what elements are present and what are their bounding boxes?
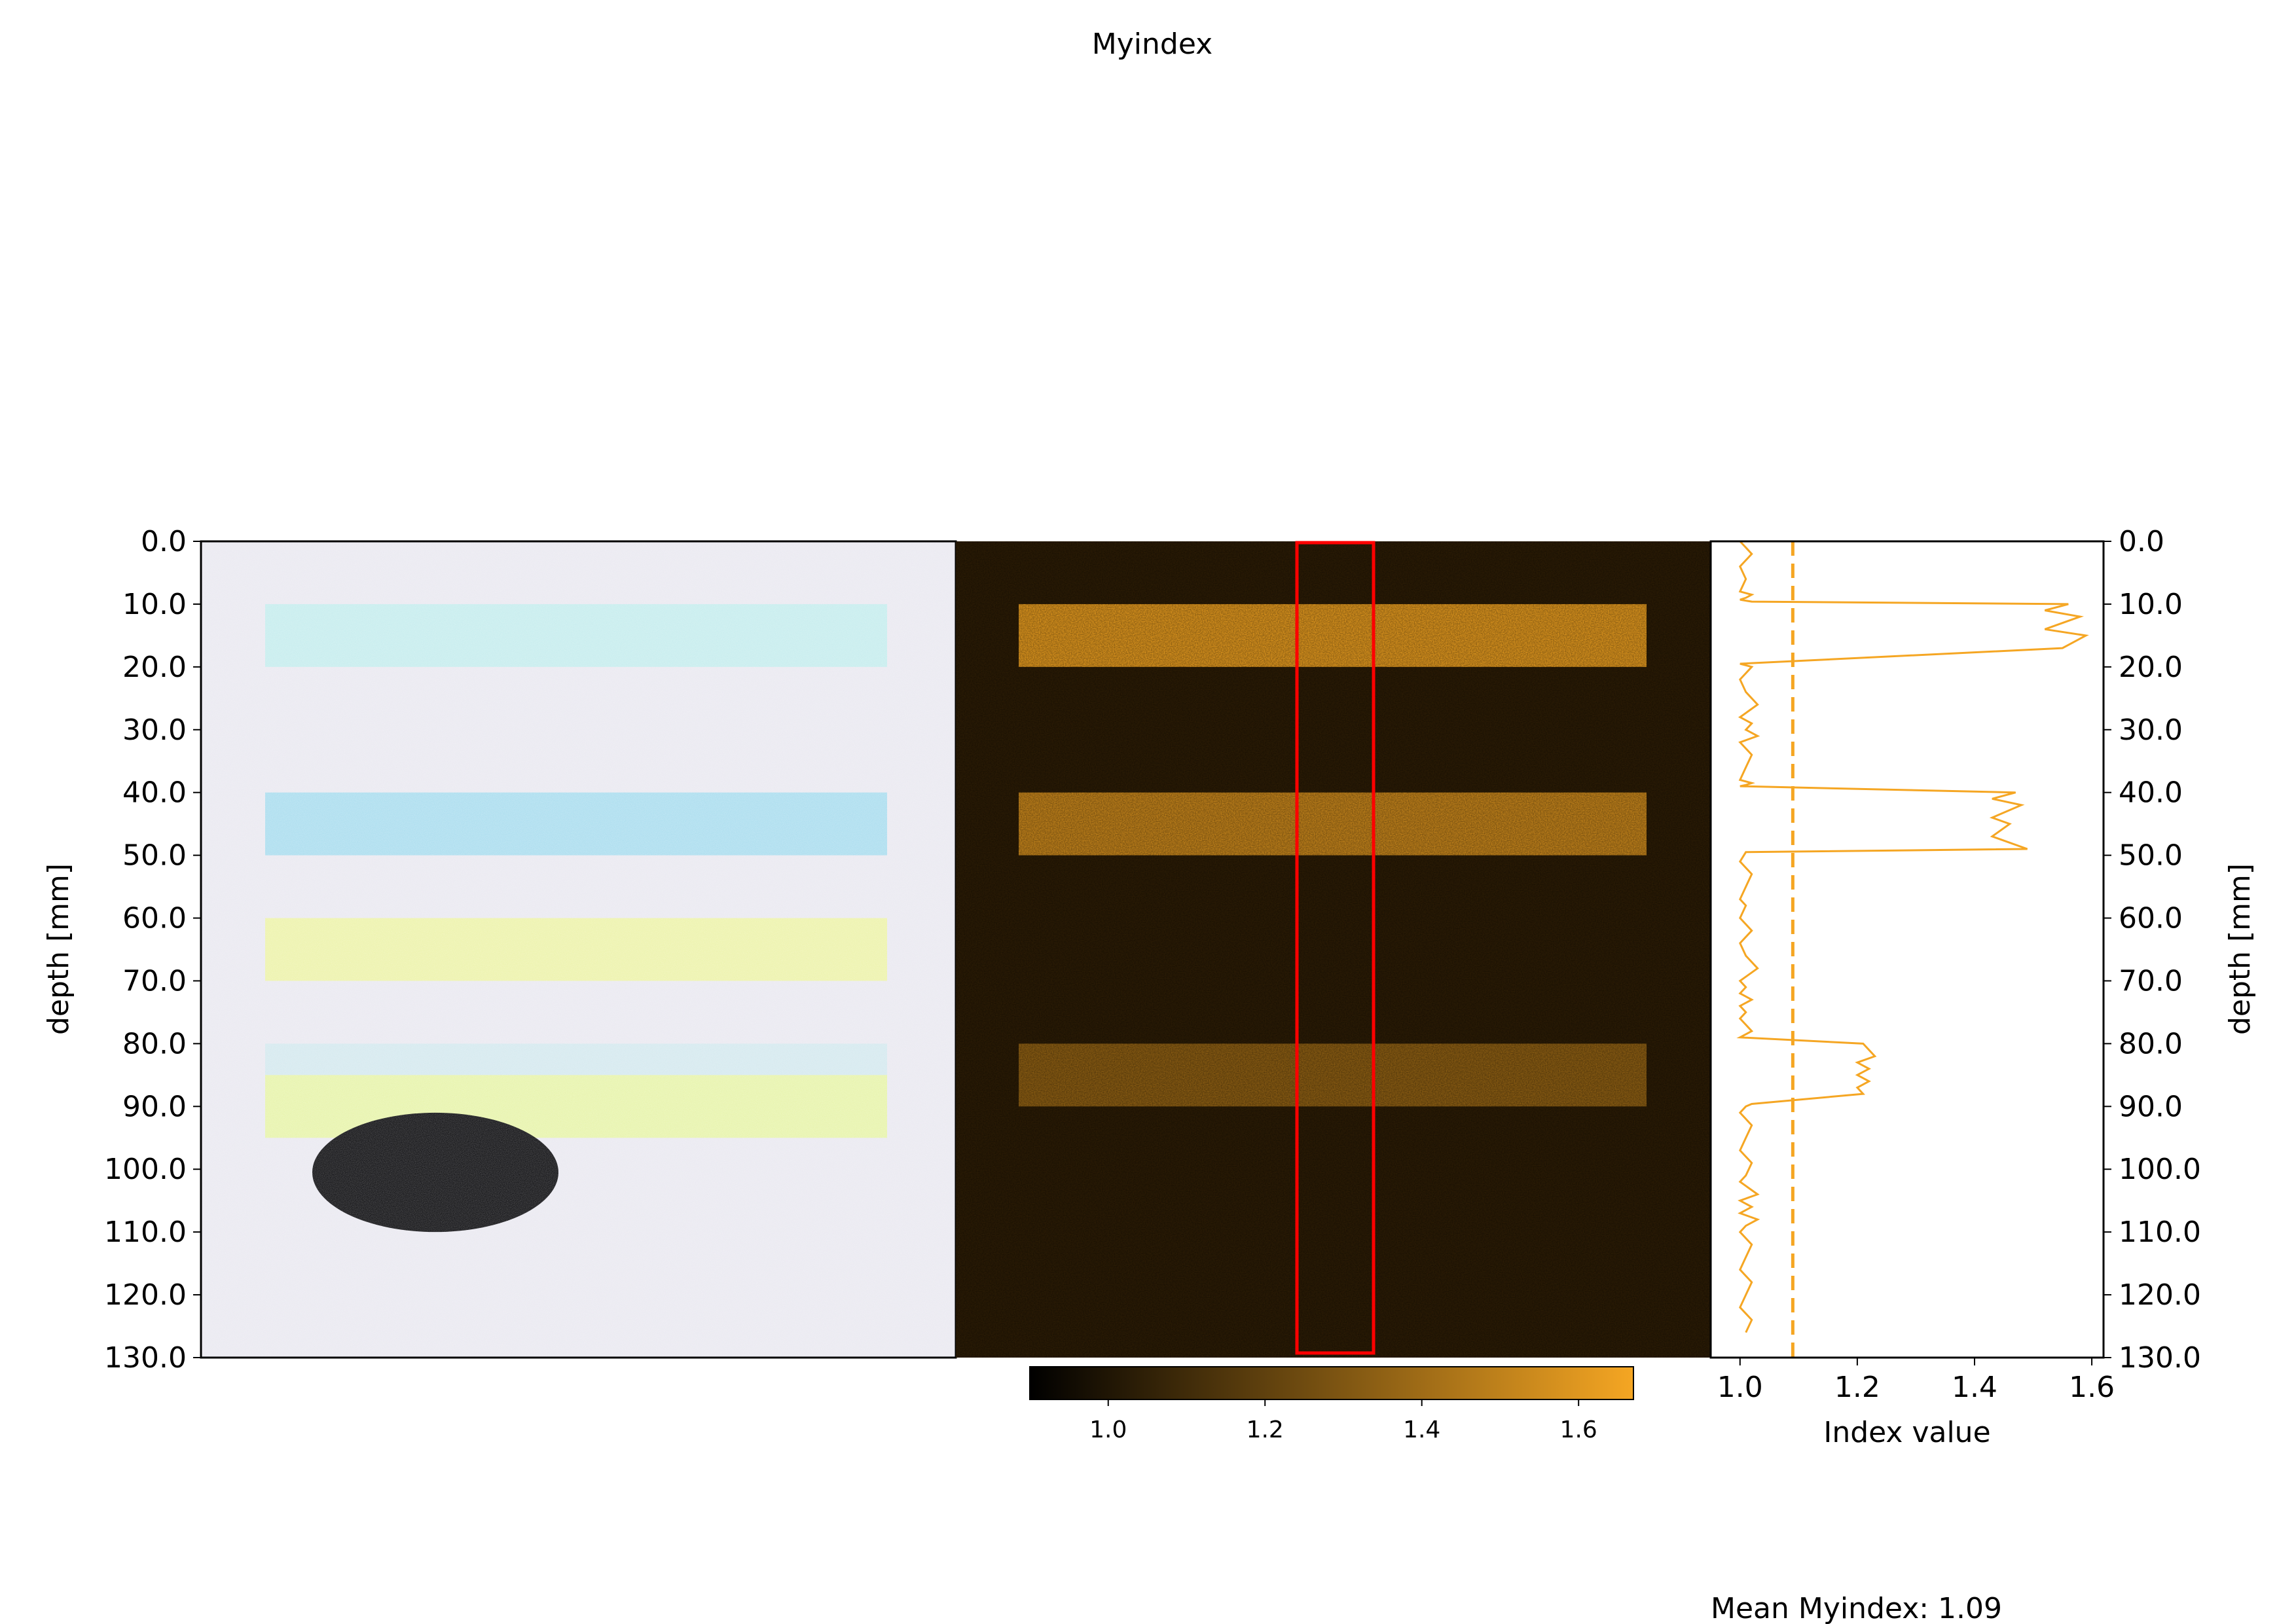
- right-y-tick-label: 100.0: [2119, 1153, 2201, 1186]
- right-y-axis: 0.0 10.0 20.0 30.0 40.0 50.0 60.0 70.0 80.0 90.0 1…: [2104, 525, 2201, 1375]
- right-y-tick-label: 50.0: [2119, 839, 2183, 873]
- selection-rectangle[interactable]: [1295, 541, 1376, 1355]
- colorbar-tick-label: 1.0: [1089, 1416, 1127, 1443]
- colorbar-tick-label: 1.6: [1560, 1416, 1597, 1443]
- right-y-tick-label: 40.0: [2119, 776, 2183, 810]
- mean-annotation: Mean Myindex: 1.09: [1711, 1592, 2002, 1624]
- left-y-tick-label: 130.0: [104, 1341, 187, 1375]
- right-y-tick-label: 10.0: [2119, 588, 2183, 621]
- left-y-axis: 0.0 10.0 20.0 30.0 40.0 50.0 60.0 70.0 80.0 90.0 1…: [104, 525, 201, 1375]
- left-y-tick-label: 70.0: [122, 964, 187, 998]
- left-y-tick-label: 120.0: [104, 1278, 187, 1312]
- colorbar-tick-label: 1.4: [1403, 1416, 1440, 1443]
- colorbar-gradient: [1029, 1366, 1634, 1400]
- profile-x-tick-label: 1.0: [1717, 1371, 1763, 1404]
- figure-title: Myindex: [1092, 27, 1212, 61]
- profile-series-line: [1736, 540, 2089, 1333]
- profile-x-tick-label: 1.4: [1952, 1371, 1997, 1404]
- rgb-image-panel: [200, 540, 957, 1359]
- left-y-tick-label: 40.0: [122, 776, 187, 810]
- left-y-tick-label: 110.0: [104, 1216, 187, 1249]
- right-y-tick-label: 30.0: [2119, 713, 2183, 747]
- right-y-tick-label: 120.0: [2119, 1278, 2201, 1312]
- profile-x-axis-label: Index value: [1823, 1416, 1990, 1449]
- right-y-tick-label: 110.0: [2119, 1216, 2201, 1249]
- right-y-tick-label: 70.0: [2119, 964, 2183, 998]
- colorbar: 1.0 1.2 1.4 1.6: [1029, 1366, 1634, 1443]
- right-y-tick-label: 80.0: [2119, 1027, 2183, 1060]
- left-y-tick-label: 90.0: [122, 1090, 187, 1123]
- profile-frame: [1709, 540, 2105, 1359]
- left-y-tick-label: 50.0: [122, 839, 187, 873]
- left-y-axis-label: depth [mm]: [42, 863, 75, 1035]
- profile-panel: 1.0 1.2 1.4 1.6 Index value: [1709, 540, 2115, 1449]
- left-y-tick-label: 60.0: [122, 902, 187, 935]
- left-y-tick-label: 80.0: [122, 1027, 187, 1060]
- right-y-tick-label: 130.0: [2119, 1341, 2201, 1375]
- right-y-tick-label: 90.0: [2119, 1090, 2183, 1123]
- profile-x-tick-label: 1.6: [2069, 1371, 2115, 1404]
- left-y-tick-label: 20.0: [122, 651, 187, 684]
- left-y-tick-label: 10.0: [122, 588, 187, 621]
- left-y-tick-label: 100.0: [104, 1153, 187, 1186]
- right-y-tick-label: 0.0: [2119, 525, 2164, 558]
- rgb-noise-overlay: [201, 541, 956, 1358]
- left-y-tick-label: 0.0: [141, 525, 187, 558]
- right-y-tick-label: 60.0: [2119, 902, 2183, 935]
- right-y-axis-label: depth [mm]: [2223, 863, 2257, 1035]
- profile-x-tick-label: 1.2: [1834, 1371, 1880, 1404]
- index-map-panel: [956, 541, 1711, 1358]
- profile-plot-area: [1711, 541, 2104, 1358]
- right-y-tick-label: 20.0: [2119, 651, 2183, 684]
- left-y-tick-label: 30.0: [122, 713, 187, 747]
- index-noise-overlay: [956, 541, 1711, 1358]
- colorbar-tick-label: 1.2: [1247, 1416, 1284, 1443]
